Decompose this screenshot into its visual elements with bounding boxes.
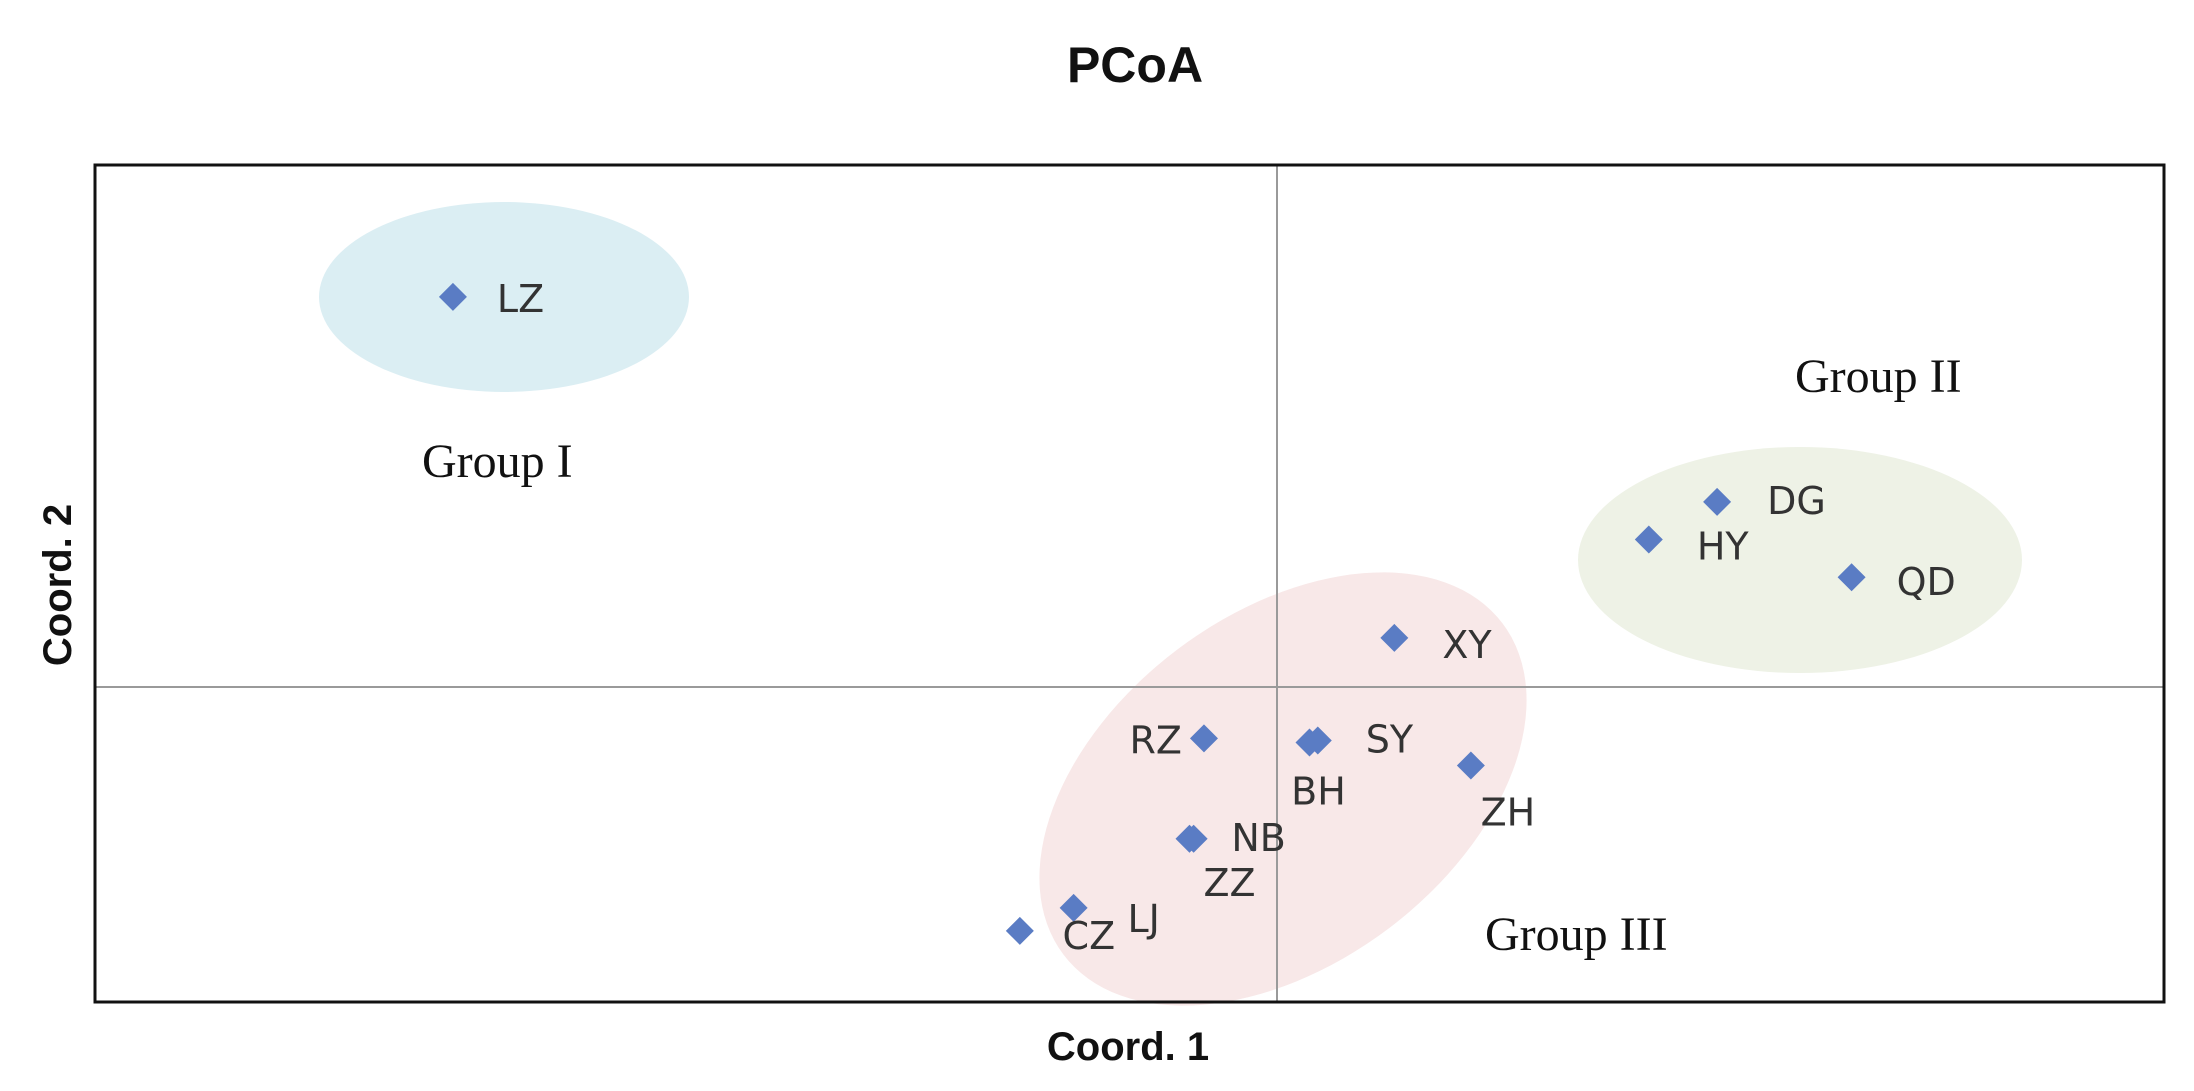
point-label-sy: SY	[1366, 717, 1414, 761]
point-marker-xy	[1380, 623, 1409, 652]
point-marker-hy	[1634, 525, 1663, 554]
point-lz: LZ	[438, 277, 544, 321]
group-iii-ellipse	[1039, 572, 1527, 1006]
point-rz: RZ	[1130, 718, 1218, 762]
chart-title: PCoA	[1067, 37, 1203, 93]
x-axis-label: Coord. 1	[1047, 1025, 1209, 1069]
point-label-dg: DG	[1767, 479, 1826, 523]
point-qd: QD	[1837, 560, 1956, 604]
group-i-ellipse	[319, 202, 689, 392]
group-iii-label: Group III	[1485, 908, 1668, 961]
group-ii-ellipse	[1578, 447, 2022, 673]
point-label-xy: XY	[1442, 623, 1492, 667]
point-xy: XY	[1380, 623, 1492, 667]
point-cz: CZ	[1005, 914, 1116, 958]
point-label-nb: NB	[1231, 816, 1286, 860]
point-sy: SY	[1303, 717, 1414, 761]
point-label-zh: ZH	[1481, 791, 1536, 835]
point-marker-dg	[1703, 487, 1732, 516]
group-i-label: Group I	[422, 435, 573, 488]
point-bh: BH	[1291, 728, 1346, 814]
point-label-hy: HY	[1697, 525, 1750, 569]
point-marker-zz	[1175, 824, 1204, 853]
point-marker-cz	[1005, 916, 1034, 945]
point-label-qd: QD	[1897, 560, 1956, 604]
point-label-bh: BH	[1291, 770, 1346, 814]
point-label-zz: ZZ	[1203, 861, 1255, 905]
point-marker-rz	[1189, 724, 1218, 753]
point-hy: HY	[1634, 525, 1750, 569]
point-marker-bh	[1295, 728, 1324, 757]
point-label-lj: LJ	[1127, 897, 1159, 941]
y-axis-label: Coord. 2	[36, 504, 80, 666]
point-label-cz: CZ	[1063, 914, 1116, 958]
point-label-rz: RZ	[1130, 718, 1182, 762]
point-marker-qd	[1837, 563, 1866, 592]
point-dg: DG	[1703, 479, 1826, 523]
point-zz: ZZ	[1175, 824, 1256, 905]
group-ellipses	[319, 202, 2022, 1006]
point-marker-zh	[1456, 751, 1485, 780]
point-marker-lj	[1059, 893, 1088, 922]
point-label-lz: LZ	[497, 277, 544, 321]
point-zh: ZH	[1456, 751, 1536, 835]
point-lj: LJ	[1059, 893, 1160, 941]
plot-frame	[93, 163, 2166, 1004]
group-ii-label: Group II	[1795, 350, 1962, 403]
point-marker-lz	[438, 282, 467, 311]
